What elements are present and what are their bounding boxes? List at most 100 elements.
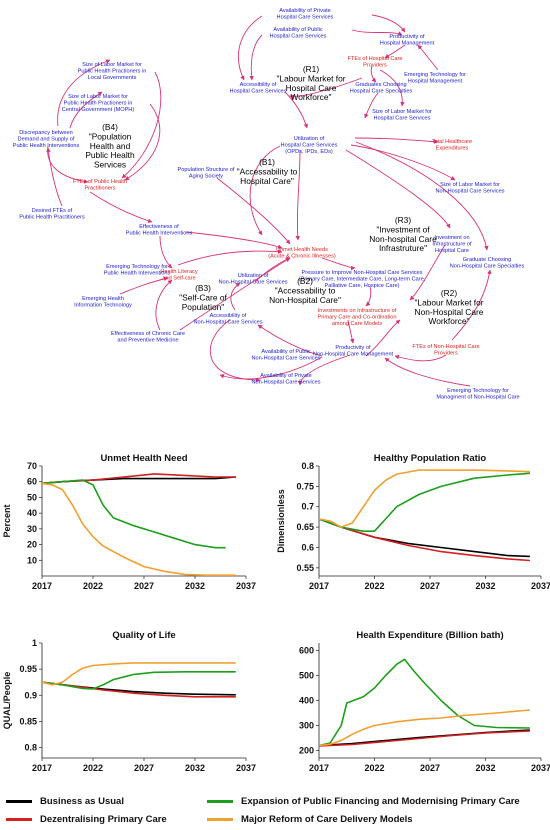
causal-link-43 <box>409 244 446 301</box>
causal-link-3 <box>384 44 406 59</box>
variable-line: (Acute & Chronic Illnesses) <box>268 253 336 259</box>
y-tick-label: 20 <box>27 540 37 550</box>
loop-label-line: Non-hospital Care <box>369 234 437 244</box>
variable-v32: FTEs of Non-Hospital Care Providers <box>412 344 479 356</box>
loop-label-B2: (B2) "Accessability to Non-Hospital Care" <box>269 276 341 305</box>
variable-line: FTEs of Public Health <box>73 179 127 185</box>
variable-v5: Emerging Technology for Hospital Manageme… <box>404 72 466 84</box>
variable-v34: Emerging Technology for Managment of Non-… <box>436 388 519 400</box>
x-tick-label: 2032 <box>185 581 205 591</box>
variable-line: Emerging Health <box>82 296 124 302</box>
causal-link-5 <box>249 34 263 81</box>
variable-line: Hospital Care <box>435 248 469 254</box>
series-line-expansion <box>41 479 226 549</box>
y-tick-label: 0.65 <box>296 522 314 532</box>
loop-label-line: Infrastruture" <box>379 243 427 253</box>
causal-link-40 <box>394 354 447 362</box>
causal-link-9 <box>364 92 379 119</box>
causal-link-21 <box>46 147 63 207</box>
causal-link-17 <box>216 177 291 245</box>
loop-label-line: "Population <box>89 131 132 141</box>
variable-v26: Emerging Health Information Technology <box>74 296 132 308</box>
causal-link-8 <box>379 69 405 107</box>
y-tick-label: 500 <box>299 671 314 681</box>
series-line-major_reform <box>318 469 530 528</box>
variable-line: Central Government (MOPH) <box>62 107 135 113</box>
x-tick-label: 2022 <box>83 763 103 773</box>
loop-label-line: "Labour Market for <box>414 297 483 307</box>
loop-label-line: Non-Hospital Care <box>415 307 484 317</box>
variable-v24: Utilization of Non-Hospital Care Services <box>218 273 287 285</box>
x-tick-label: 2027 <box>134 763 154 773</box>
legend-swatch <box>6 818 32 821</box>
series-line-major_reform <box>318 709 530 747</box>
causal-link-13 <box>345 149 451 229</box>
variable-v23: Health Literacy and Self-care <box>160 269 198 281</box>
loop-label-line: Hospital Care <box>286 83 337 93</box>
causal-link-24 <box>121 71 162 179</box>
variable-line: Non-Hospital Care Specialties <box>450 263 525 269</box>
variable-line: Hospital Care Services <box>270 33 327 39</box>
variable-v33: Availability of Private Non-Hospital Care… <box>251 373 320 385</box>
loop-label-B3: (B3) "Self-Care of Population" <box>179 283 227 312</box>
variable-v27: Investments on Infrastructure of Primary … <box>318 308 397 327</box>
causal-link-44 <box>209 319 261 383</box>
variable-line: Hospital Care Specialties <box>350 88 413 94</box>
series-line-expansion <box>41 671 236 690</box>
causal-link-1 <box>371 14 406 33</box>
causal-link-16 <box>295 149 301 241</box>
legend-swatch <box>207 818 233 821</box>
causal-link-15 <box>249 145 281 236</box>
loop-label-line: (B3) <box>195 283 211 293</box>
variable-v11: Size of Labor Market for Public Health Pr… <box>78 62 147 81</box>
variable-line: Hospital Management <box>408 78 463 84</box>
y-tick-label: 0.75 <box>296 481 314 491</box>
loop-label-line: (R2) <box>441 288 457 298</box>
causal-link-14 <box>355 141 489 251</box>
causal-link-26 <box>47 145 89 184</box>
variable-line: Hospital Care Services <box>374 115 431 121</box>
variable-v21: Investment on Infrastructure of Hospital C… <box>432 235 472 254</box>
variable-line: Palliative Care, Hospice Care) <box>325 283 400 289</box>
causal-link-6 <box>417 44 439 71</box>
y-tick-label: 60 <box>27 477 37 487</box>
variable-line: Non-Hospital Care Services <box>193 319 262 325</box>
x-tick-label: 2017 <box>32 763 52 773</box>
variable-v10: Total Healthcare Expenditures <box>432 139 472 151</box>
variable-line: Public Health Interventions <box>126 230 193 236</box>
variable-line: Non-Hospital Care Services <box>251 355 320 361</box>
variable-line: Accessibility of <box>210 313 247 319</box>
x-tick-label: 2022 <box>364 763 384 773</box>
x-tick-label: 2017 <box>309 581 329 591</box>
x-tick-label: 2022 <box>364 581 384 591</box>
scenario-charts: Unmet Health Need 10 20 30 40 50 60 70 2017 2022 2… <box>2 453 550 773</box>
loop-label-line: "Accessability to <box>237 166 298 176</box>
variable-line: among Care Models <box>332 321 383 327</box>
variable-v14: FTEs of Public Health Practitioners <box>73 179 127 191</box>
y-axis-label: QUAL/People <box>2 672 12 730</box>
variable-line: Investment on <box>434 235 469 241</box>
loop-label-line: Workforce" <box>291 92 332 102</box>
loop-label-R3: (R3) "Investment of Non-hospital Care Infra… <box>369 215 437 253</box>
variable-line: Public Health Interventions <box>104 270 171 276</box>
variable-v22: Graduate Choosing Non-Hospital Care Speci… <box>450 257 525 269</box>
variable-line: Productivity of <box>389 34 425 40</box>
variable-line: Unmet Health Needs <box>276 247 328 253</box>
variable-v13: Discrepancy between Demand and Supply of P… <box>13 130 80 149</box>
variable-line: Effectiveness of Chronic Care <box>111 331 185 337</box>
loop-label-line: "Labour Market for <box>276 73 345 83</box>
y-tick-label: 0.8 <box>24 743 37 753</box>
y-tick-label: 400 <box>299 696 314 706</box>
variable-line: Providers <box>363 62 387 68</box>
loop-label-line: "Self-Care of <box>179 292 227 302</box>
series-line-expansion <box>318 472 530 532</box>
variable-v16: Population Structure of Aging Society <box>178 167 235 179</box>
x-tick-label: 2017 <box>309 763 329 773</box>
x-tick-label: 2027 <box>134 581 154 591</box>
variable-v15: Desired FTEs of Public Health Practitione… <box>19 208 85 220</box>
causal-link-4 <box>237 15 263 81</box>
loop-label-line: "Accessability to <box>275 285 336 295</box>
legend-item-dezentralising: Dezentralising Primary Care <box>6 814 167 825</box>
legend-label: Dezentralising Primary Care <box>40 814 167 825</box>
x-tick-label: 2022 <box>83 581 103 591</box>
